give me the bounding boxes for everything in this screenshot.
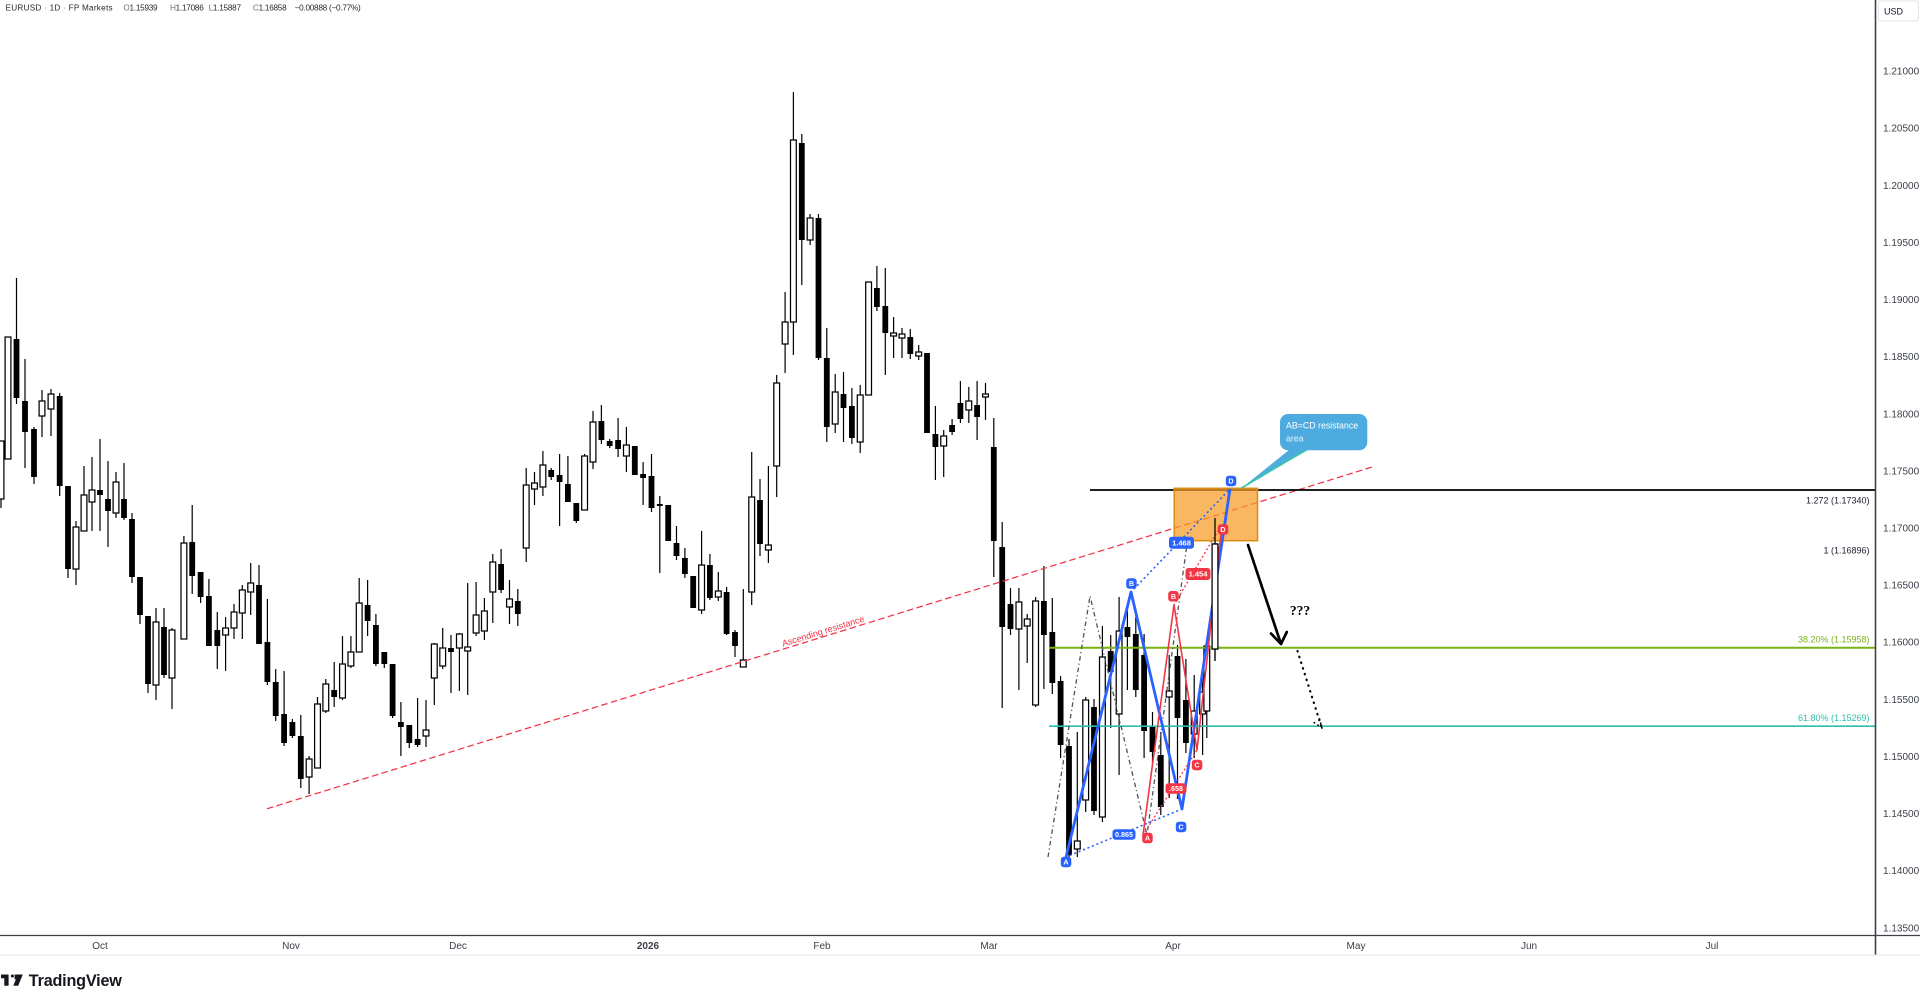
svg-text:EURUSD · 1D · FP Markets: EURUSD · 1D · FP Markets (6, 4, 113, 13)
svg-text:C: C (1178, 823, 1183, 832)
svg-text:C: C (1194, 761, 1199, 770)
svg-text:area: area (1286, 434, 1304, 444)
svg-text:May: May (1347, 941, 1366, 952)
svg-text:.658: .658 (1169, 784, 1183, 793)
svg-text:B: B (1171, 592, 1176, 601)
svg-text:1.16000: 1.16000 (1883, 638, 1920, 649)
svg-text:Dec: Dec (449, 941, 467, 952)
svg-text:1.16500: 1.16500 (1883, 581, 1920, 592)
svg-text:61.80% (1.15269): 61.80% (1.15269) (1798, 713, 1870, 723)
svg-text:A: A (1145, 834, 1150, 843)
svg-text:D: D (1220, 525, 1225, 534)
svg-text:1.20000: 1.20000 (1883, 181, 1920, 192)
svg-text:???: ??? (1290, 603, 1310, 618)
svg-text:C1.16858: C1.16858 (253, 4, 287, 13)
svg-text:2026: 2026 (637, 941, 660, 952)
svg-text:1.454: 1.454 (1189, 570, 1209, 579)
svg-text:TradingView: TradingView (29, 972, 122, 990)
svg-text:1.468: 1.468 (1172, 538, 1191, 547)
svg-text:1.18500: 1.18500 (1883, 352, 1920, 363)
svg-text:1.13500: 1.13500 (1883, 923, 1920, 934)
svg-text:1.17000: 1.17000 (1883, 524, 1920, 535)
svg-text:1.17500: 1.17500 (1883, 466, 1920, 477)
svg-text:1.272 (1.17340): 1.272 (1.17340) (1806, 496, 1870, 506)
svg-text:L1.15887: L1.15887 (209, 4, 242, 13)
svg-text:0.865: 0.865 (1115, 830, 1133, 839)
svg-text:1.21000: 1.21000 (1883, 67, 1920, 78)
svg-text:Mar: Mar (980, 941, 998, 952)
svg-text:H1.17086: H1.17086 (170, 4, 204, 13)
svg-text:Jul: Jul (1706, 941, 1719, 952)
svg-text:A: A (1063, 858, 1068, 867)
svg-text:1.18000: 1.18000 (1883, 409, 1920, 420)
svg-text:B: B (1129, 579, 1134, 588)
svg-text:AB=CD resistance: AB=CD resistance (1286, 421, 1358, 431)
svg-text:1.15500: 1.15500 (1883, 695, 1920, 706)
svg-text:O1.15939: O1.15939 (123, 4, 158, 13)
svg-text:Ascending resistance: Ascending resistance (781, 614, 866, 649)
svg-text:1.19500: 1.19500 (1883, 238, 1920, 249)
svg-text:Feb: Feb (813, 941, 831, 952)
svg-text:Oct: Oct (92, 941, 108, 952)
svg-text:−0.00888 (−0.77%): −0.00888 (−0.77%) (295, 4, 361, 13)
svg-text:38.20% (1.15958): 38.20% (1.15958) (1798, 635, 1870, 645)
svg-text:1.19000: 1.19000 (1883, 295, 1920, 306)
svg-text:1 (1.16896): 1 (1.16896) (1823, 546, 1869, 556)
svg-text:Apr: Apr (1165, 941, 1181, 952)
svg-text:1.15000: 1.15000 (1883, 752, 1920, 763)
svg-text:USD: USD (1884, 6, 1904, 16)
svg-text:Jun: Jun (1521, 941, 1537, 952)
svg-text:1.14500: 1.14500 (1883, 809, 1920, 820)
svg-text:1.14000: 1.14000 (1883, 866, 1920, 877)
svg-text:1.20500: 1.20500 (1883, 124, 1920, 135)
svg-text:D: D (1228, 477, 1233, 486)
svg-text:Nov: Nov (282, 941, 300, 952)
